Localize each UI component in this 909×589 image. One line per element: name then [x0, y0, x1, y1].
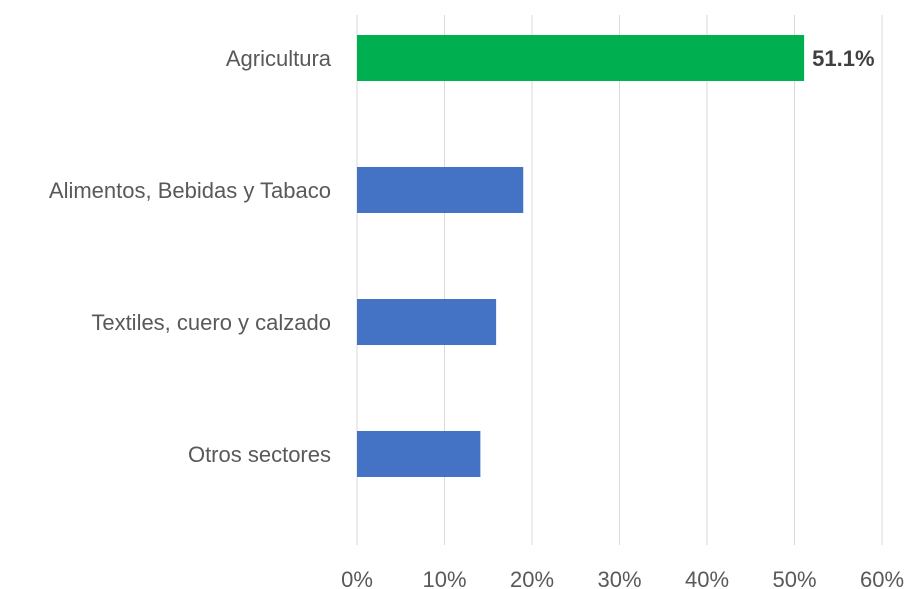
x-tick-label: 50%	[772, 567, 816, 589]
x-tick-label: 0%	[341, 567, 373, 589]
bar-3	[357, 431, 481, 477]
bar-0	[357, 35, 805, 81]
category-label: Otros sectores	[188, 442, 331, 467]
x-tick-label: 40%	[685, 567, 729, 589]
x-tick-label: 30%	[597, 567, 641, 589]
category-label: Textiles, cuero y calzado	[91, 310, 331, 335]
data-labels: 51.1%	[812, 46, 874, 71]
x-tick-label: 10%	[422, 567, 466, 589]
x-axis-tick-labels: 0% 10% 20% 30% 40% 50% 60%	[341, 567, 904, 589]
gridlines	[356, 15, 883, 545]
category-label: Agricultura	[226, 46, 332, 71]
bars	[357, 35, 805, 477]
category-labels: Agricultura Alimentos, Bebidas y Tabaco Te…	[49, 46, 332, 467]
bar-1	[357, 167, 524, 213]
bar-2	[357, 299, 497, 345]
x-tick-label: 60%	[860, 567, 904, 589]
x-tick-label: 20%	[510, 567, 554, 589]
data-label: 51.1%	[812, 46, 874, 71]
category-label: Alimentos, Bebidas y Tabaco	[49, 178, 331, 203]
